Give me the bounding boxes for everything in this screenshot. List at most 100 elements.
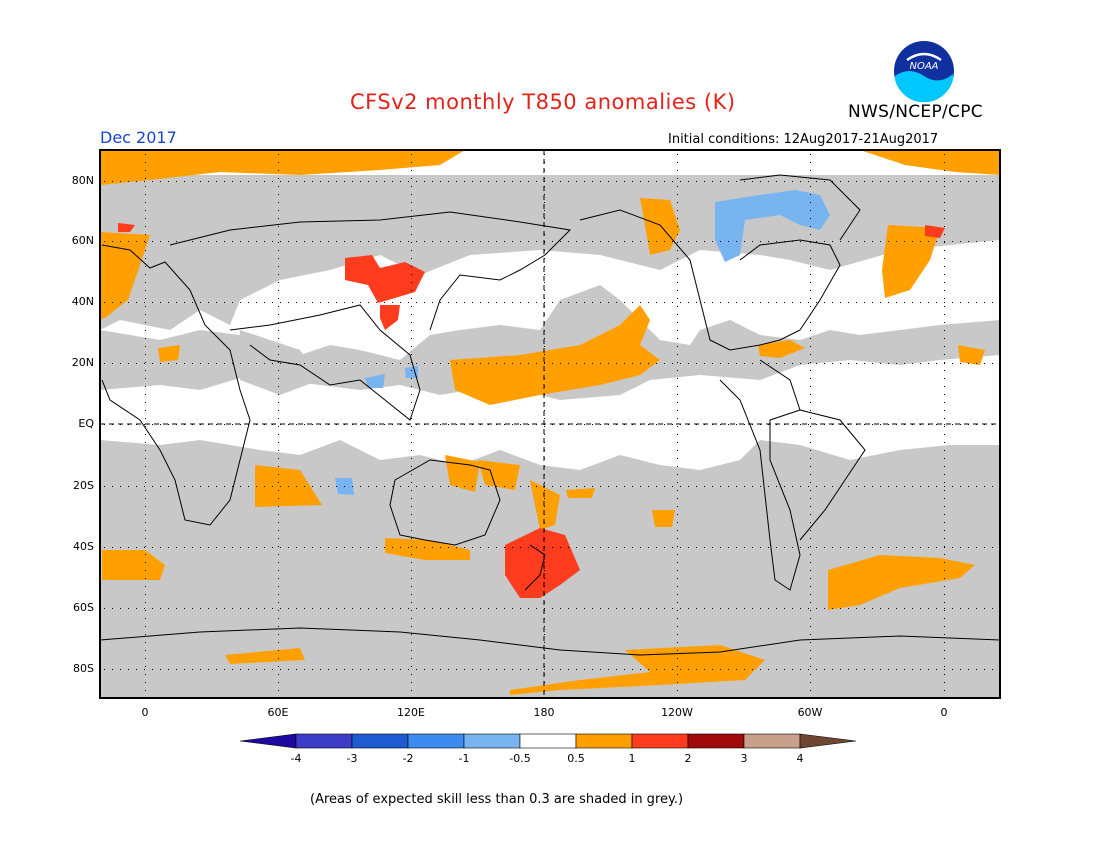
graticule-dot — [928, 547, 929, 548]
graticule-dot — [136, 608, 137, 609]
graticule-dot — [248, 363, 249, 364]
graticule-dot — [816, 486, 817, 487]
graticule-dot — [677, 594, 678, 595]
graticule-dot — [864, 302, 865, 303]
graticule-dot — [992, 608, 993, 609]
graticule-dot — [411, 426, 412, 427]
graticule-dot — [632, 608, 633, 609]
graticule-dot — [411, 162, 412, 163]
graticule-dot — [544, 682, 545, 683]
graticule-dot — [848, 363, 849, 364]
graticule-dot — [880, 486, 881, 487]
graticule-dot — [544, 302, 545, 303]
graticule-dot — [832, 302, 833, 303]
graticule-dot — [816, 424, 817, 425]
graticule-dot — [278, 674, 279, 675]
graticule-dot — [840, 547, 841, 548]
graticule-dot — [712, 181, 713, 182]
graticule-dot — [392, 669, 393, 670]
graticule-dot — [488, 608, 489, 609]
graticule-dot — [278, 218, 279, 219]
graticule-dot — [704, 486, 705, 487]
graticule-dot — [145, 562, 146, 563]
graticule-dot — [810, 266, 811, 267]
graticule-dot — [408, 302, 409, 303]
graticule-dot — [411, 514, 412, 515]
graticule-dot — [145, 170, 146, 171]
graticule-dot — [144, 547, 145, 548]
graticule-dot — [784, 424, 785, 425]
graticule-dot — [800, 424, 801, 425]
graticule-dot — [880, 424, 881, 425]
graticule-dot — [456, 241, 457, 242]
graticule-dot — [816, 608, 817, 609]
graticule-dot — [728, 181, 729, 182]
graticule-dot — [145, 218, 146, 219]
graticule-dot — [320, 669, 321, 670]
graticule-dot — [400, 486, 401, 487]
colorbar-label: 2 — [684, 752, 692, 765]
graticule-dot — [896, 486, 897, 487]
graticule-dot — [168, 486, 169, 487]
graticule-dot — [872, 547, 873, 548]
graticule-dot — [688, 241, 689, 242]
graticule-dot — [677, 290, 678, 291]
graticule-dot — [536, 181, 537, 182]
graticule-dot — [810, 650, 811, 651]
graticule-dot — [810, 658, 811, 659]
graticule-dot — [712, 547, 713, 548]
graticule-dot — [688, 669, 689, 670]
graticule-dot — [648, 181, 649, 182]
graticule-dot — [688, 486, 689, 487]
graticule-dot — [677, 538, 678, 539]
graticule-dot — [944, 234, 945, 235]
graticule-dot — [680, 302, 681, 303]
graticule-dot — [952, 486, 953, 487]
graticule-dot — [200, 486, 201, 487]
graticule-dot — [976, 241, 977, 242]
graticule-dot — [145, 458, 146, 459]
graticule-dot — [360, 669, 361, 670]
graticule-dot — [328, 424, 329, 425]
graticule-dot — [512, 608, 513, 609]
graticule-dot — [944, 690, 945, 691]
graticule-dot — [264, 669, 265, 670]
graticule-dot — [784, 302, 785, 303]
graticule-dot — [992, 363, 993, 364]
graticule-dot — [624, 608, 625, 609]
graticule-dot — [677, 410, 678, 411]
graticule-dot — [248, 181, 249, 182]
graticule-dot — [808, 181, 809, 182]
graticule-dot — [944, 586, 945, 587]
graticule-dot — [810, 370, 811, 371]
graticule-dot — [544, 394, 545, 395]
graticule-dot — [472, 302, 473, 303]
graticule-dot — [200, 547, 201, 548]
graticule-dot — [864, 181, 865, 182]
graticule-dot — [392, 302, 393, 303]
graticule-dot — [810, 258, 811, 259]
graticule-dot — [677, 666, 678, 667]
graticule-dot — [736, 363, 737, 364]
graticule-dot — [810, 154, 811, 155]
graticule-dot — [320, 363, 321, 364]
graticule-dot — [810, 690, 811, 691]
graticule-dot — [810, 506, 811, 507]
graticule-dot — [824, 486, 825, 487]
graticule-dot — [632, 241, 633, 242]
graticule-dot — [810, 346, 811, 347]
graticule-dot — [264, 486, 265, 487]
graticule-dot — [432, 424, 433, 425]
graticule-dot — [552, 669, 553, 670]
graticule-dot — [544, 669, 545, 670]
graticule-dot — [544, 218, 545, 219]
graticule-dot — [677, 570, 678, 571]
graticule-dot — [184, 547, 185, 548]
graticule-dot — [278, 690, 279, 691]
graticule-dot — [184, 486, 185, 487]
graticule-dot — [104, 547, 105, 548]
graticule-dot — [944, 608, 945, 609]
graticule-dot — [168, 302, 169, 303]
graticule-dot — [200, 669, 201, 670]
graticule-dot — [896, 669, 897, 670]
